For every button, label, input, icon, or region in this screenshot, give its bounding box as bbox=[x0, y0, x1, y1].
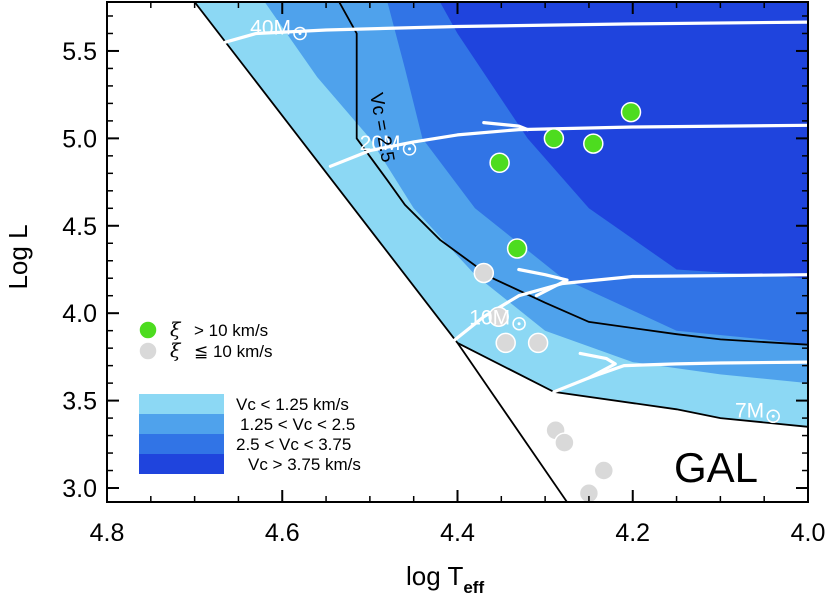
y-tick-label: 4.0 bbox=[62, 300, 97, 328]
y-tick-label: 3.0 bbox=[62, 475, 97, 503]
star-points bbox=[473, 101, 642, 502]
legend-region-label-4: Vc > 3.75 km/s bbox=[248, 455, 361, 474]
point-gray bbox=[473, 262, 495, 284]
legend-regions: Vc < 1.25 km/s 1.25 < Vc < 2.5 2.5 < Vc … bbox=[139, 394, 361, 474]
legend-swatch-level2 bbox=[139, 414, 224, 434]
point-gray bbox=[578, 483, 600, 502]
legend-region-label-3: 2.5 < Vc < 3.75 bbox=[236, 435, 351, 454]
point-gray bbox=[527, 332, 549, 354]
point-gray bbox=[593, 460, 615, 481]
x-axis-title: log Teff bbox=[406, 561, 484, 597]
point-gray bbox=[554, 432, 575, 453]
boundary-edge bbox=[456, 342, 568, 502]
legend-gray-marker bbox=[138, 341, 158, 361]
sun-symbol-dot bbox=[298, 32, 302, 35]
sun-symbol-icon bbox=[766, 409, 780, 424]
boundary-zams bbox=[193, 2, 459, 344]
mass-labels: 40M 20M 10M 7M bbox=[250, 17, 780, 424]
sun-symbol-icon bbox=[293, 26, 307, 41]
axis-tick-labels: 4.8 4.6 4.4 4.2 4.0 3.0 3.5 4.0 4.5 5.0 5.5 bbox=[62, 38, 825, 547]
x-tick-label: 4.4 bbox=[440, 519, 475, 547]
y-tick-label: 4.5 bbox=[62, 213, 97, 241]
point-gray bbox=[495, 332, 516, 354]
sun-symbol-icon bbox=[512, 316, 526, 331]
region-boundaries bbox=[193, 2, 808, 502]
boundary-vc-1-25 bbox=[457, 342, 808, 428]
legend-green-label: > 10 km/s bbox=[194, 321, 268, 340]
track-hook-7msun bbox=[578, 351, 617, 380]
x-axis-title-main: log T bbox=[406, 561, 463, 591]
boundary-vc-2-5 bbox=[338, 2, 808, 346]
track-20msun bbox=[328, 123, 808, 168]
x-tick-label: 4.0 bbox=[791, 519, 826, 547]
x-tick-label: 4.6 bbox=[265, 519, 300, 547]
y-tick-label: 5.5 bbox=[62, 38, 97, 66]
velocity-regions bbox=[194, 2, 808, 427]
region-level4 bbox=[440, 2, 808, 279]
legend-region-label-1: Vc < 1.25 km/s bbox=[236, 395, 349, 414]
legend-green-marker bbox=[138, 320, 158, 340]
sun-symbol-dot bbox=[517, 322, 521, 326]
x-tick-label: 4.8 bbox=[90, 519, 125, 547]
track-40msun bbox=[223, 20, 808, 44]
x-tick-label: 4.2 bbox=[615, 519, 650, 547]
point-gray bbox=[488, 306, 509, 327]
point-green bbox=[543, 128, 565, 149]
track-7msun bbox=[552, 360, 808, 394]
y-tick-label: 5.0 bbox=[62, 125, 97, 153]
sun-symbol-dot bbox=[771, 414, 775, 418]
mass-label-20: 20M bbox=[360, 132, 401, 155]
legend-xi-symbol: ξ bbox=[170, 340, 182, 362]
y-axis-title: Log L bbox=[3, 224, 33, 289]
axis-ticks bbox=[106, 2, 809, 502]
x-axis-title-sub: eff bbox=[463, 578, 484, 597]
legend-symbols: ξ > 10 km/s ξ ≦ 10 km/s bbox=[138, 319, 272, 362]
gal-annotation: GAL bbox=[674, 444, 758, 491]
sun-symbol-dot bbox=[408, 147, 411, 151]
point-green bbox=[506, 238, 528, 259]
legend-swatch-level4 bbox=[139, 454, 224, 474]
mass-label-7: 7M bbox=[735, 399, 764, 422]
mass-label-40: 40M bbox=[250, 17, 291, 40]
legend-xi-symbol: ξ bbox=[170, 319, 182, 341]
mass-label-10: 10M bbox=[469, 307, 510, 330]
point-green bbox=[583, 133, 604, 154]
point-green bbox=[620, 101, 642, 123]
y-tick-label: 3.5 bbox=[62, 388, 97, 416]
evolutionary-tracks bbox=[223, 20, 808, 394]
point-green bbox=[489, 152, 510, 174]
track-hook-20msun bbox=[482, 120, 530, 132]
legend-swatch-level1 bbox=[139, 394, 224, 414]
legend-region-label-2: 1.25 < Vc < 2.5 bbox=[240, 415, 355, 434]
legend-gray-label: ≦ 10 km/s bbox=[194, 342, 272, 361]
legend-swatch-level3 bbox=[139, 434, 224, 454]
sun-symbol-icon bbox=[402, 142, 417, 156]
track-hook-10msun bbox=[517, 267, 569, 298]
